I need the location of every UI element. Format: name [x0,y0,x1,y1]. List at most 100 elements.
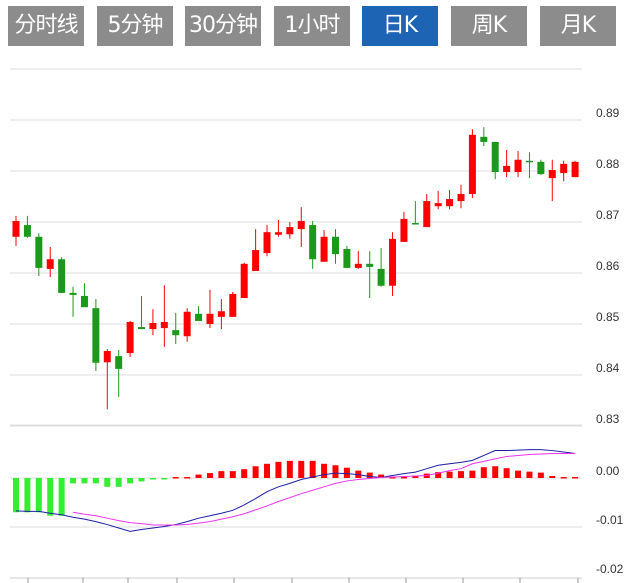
dea-line [72,453,576,526]
macd-bar-up [195,474,202,478]
candle-down [69,292,77,295]
macd-bar-down [35,478,42,513]
y-tick-label: -0.02 [596,562,624,576]
macd-bar-up [560,477,567,479]
candle-up [503,165,511,173]
macd-bar-up [252,466,259,478]
macd-bar-down [127,478,134,484]
candle-up [160,321,168,329]
candle-down [138,327,146,330]
macd-bar-up [526,471,533,478]
macd-bar-up [400,477,407,479]
candle-up [354,263,362,268]
candle-up [297,220,305,230]
y-tick-label: 0.88 [596,157,620,171]
candle-up [263,232,271,254]
period-tabs: 分时线 5分钟 30分钟 1小时 日K 周K 月K [0,0,639,52]
candle-up [252,250,260,271]
macd-bar-up [378,474,385,478]
y-tick-label: 0.83 [596,412,620,426]
candle-up [240,263,248,298]
candle-up [46,259,54,269]
tab-weekly-k[interactable]: 周K [451,6,527,46]
macd-bar-up [241,469,248,478]
macd-bar-up [457,471,464,478]
tab-5min[interactable]: 5分钟 [97,6,173,46]
candle-down [331,236,339,255]
macd-bar-down [81,478,88,484]
macd-bar-up [332,465,339,478]
macd-bar-down [115,478,122,487]
tab-daily-k[interactable]: 日K [362,6,438,46]
candle-up [286,227,294,235]
macd-bar-down [70,478,77,484]
candle-down [411,223,419,225]
macd-bar-up [206,473,213,478]
candle-up [126,321,134,354]
macd-bar-up [172,477,179,479]
candle-down [309,225,317,260]
macd-bar-down [47,478,54,516]
candle-down [195,313,203,321]
candle-up [423,201,431,228]
macd-bar-up [321,463,328,478]
candle-down [172,330,180,336]
macd-bar-up [298,460,305,478]
candle-up [548,169,556,179]
macd-bar-up [503,468,510,478]
candle-up [183,311,191,337]
macd-bar-up [184,477,191,479]
tab-monthly-k[interactable]: 月K [540,6,616,46]
candle-down [343,249,351,268]
macd-bar-up [469,470,476,478]
candle-up [103,351,111,363]
candle-down [366,263,374,267]
candle-up [514,159,522,173]
candle-up [389,238,397,286]
y-tick-label: 0.87 [596,208,620,222]
candle-down [23,225,31,237]
macd-bar-up [389,477,396,479]
macd-bar-up [446,471,453,478]
candle-up [320,236,328,262]
tab-1hour[interactable]: 1小时 [274,6,350,46]
candle-down [491,141,499,173]
macd-bar-up [264,463,271,478]
candle-down [525,160,533,163]
macd-bar-up [366,472,373,478]
macd-bar-up [412,475,419,478]
macd-bar-up [480,467,487,478]
tab-30min[interactable]: 30分钟 [185,6,261,46]
candle-up [274,232,282,235]
y-tick-label: 0.84 [596,361,620,375]
candle-down [377,268,385,286]
macd-bar-up [549,476,556,478]
candle-down [480,136,488,142]
candle-down [537,161,545,175]
candle-up [434,203,442,207]
macd-bar-up [286,460,293,478]
macd-bar-up [275,461,282,478]
candle-up [446,199,454,207]
candle-up [229,293,237,317]
y-tick-label: 0.85 [596,310,620,324]
macd-bar-down [149,478,156,480]
macd-bar-up [218,471,225,478]
macd-bar-up [435,472,442,478]
y-tick-label: 0.00 [596,464,620,478]
macd-bar-down [92,478,99,484]
candle-down [58,259,66,293]
candle-up [149,322,157,330]
candle-down [92,308,100,363]
tab-timeshare[interactable]: 分时线 [8,6,84,46]
candle-down [35,236,43,268]
candle-up [12,220,20,237]
macd-bar-up [343,467,350,478]
macd-bar-up [309,460,316,478]
macd-bar-down [104,478,111,487]
macd-bar-down [58,478,65,516]
y-tick-label: 0.86 [596,259,620,273]
candle-up [457,193,465,202]
macd-bar-up [572,477,579,479]
